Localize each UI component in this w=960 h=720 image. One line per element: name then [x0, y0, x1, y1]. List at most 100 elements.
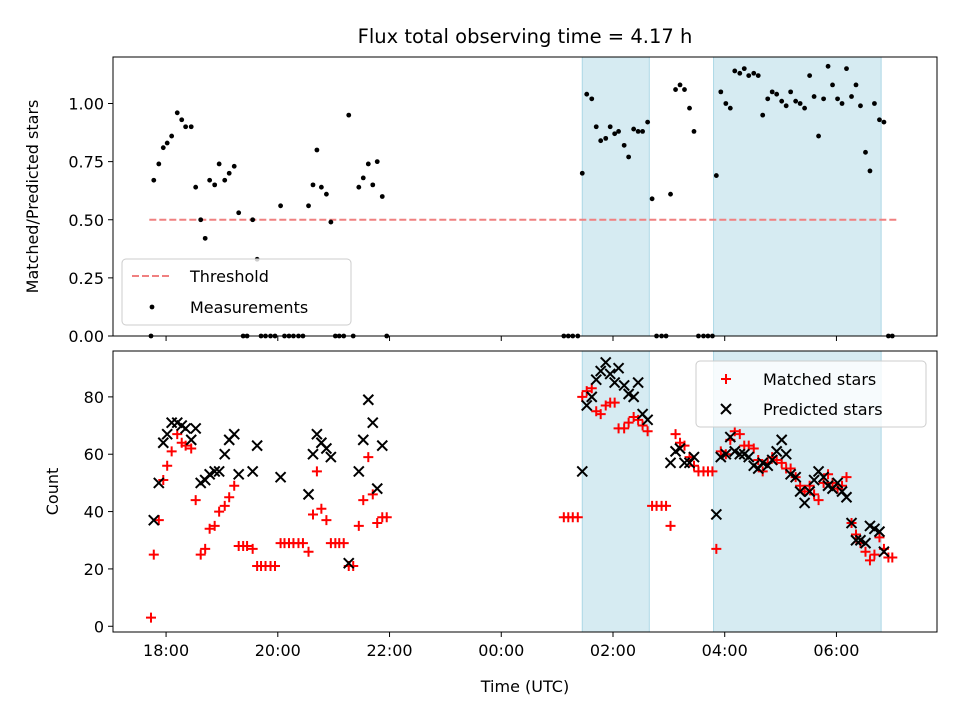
predicted-star-point [228, 428, 240, 440]
x-tick-label: 00:00 [478, 641, 524, 660]
measurement-point [797, 101, 803, 106]
predicted-star-point [594, 365, 607, 377]
measurement-point [877, 117, 882, 123]
measurement-point [816, 133, 821, 139]
predicted-star-point [845, 517, 858, 529]
measurement-point [640, 129, 645, 134]
y-tick-label: 0 [94, 617, 104, 636]
measurement-point [741, 66, 747, 72]
matched-star-point [204, 523, 215, 534]
matched-star-point [711, 543, 722, 554]
measurement-point [825, 63, 831, 69]
matched-star-point [642, 426, 653, 437]
matched-star-point [348, 561, 359, 572]
matched-star-point [581, 386, 592, 397]
measurement-point [306, 203, 311, 209]
x-tick-label: 20:00 [255, 641, 301, 660]
measurement-point [839, 101, 845, 106]
predicted-star-point [604, 368, 616, 380]
measurement-point [645, 119, 651, 125]
matched-star-point [209, 520, 220, 531]
y-tick-label: 40 [84, 503, 104, 522]
measurement-point [746, 73, 752, 78]
predicted-star-point [678, 457, 691, 469]
measurement-point [853, 82, 859, 88]
measurement-point [151, 177, 157, 183]
predicted-star-point [770, 445, 783, 458]
predicted-star-point [157, 437, 169, 449]
measurement-point [346, 112, 352, 118]
predicted-star-point [724, 431, 737, 443]
predicted-star-point [627, 391, 640, 403]
matched-star-point [860, 546, 871, 557]
measurement-point [737, 70, 743, 76]
measurement-point [783, 103, 789, 109]
matched-star-point [887, 552, 898, 563]
measurement-point [779, 98, 785, 104]
measurement-point [682, 87, 687, 92]
matched-star-point [242, 540, 253, 551]
measurement-point [360, 175, 366, 181]
measurement-point [616, 129, 621, 134]
matched-star-point [850, 529, 861, 540]
x-tick-label: 02:00 [590, 641, 636, 660]
legend-matched-label: Matched stars [763, 370, 876, 389]
measurement-point [649, 196, 655, 202]
measurement-point [379, 194, 385, 199]
measurement-point [769, 89, 775, 95]
measurement-point [821, 96, 826, 102]
predicted-star-point [612, 362, 625, 374]
measurement-point [802, 105, 808, 111]
plot-frame [112, 56, 938, 337]
matched-star-point [367, 489, 378, 500]
measurement-point [324, 191, 329, 197]
predicted-star-point [780, 448, 792, 460]
measurement-point [169, 133, 175, 139]
predicted-star-point [734, 448, 746, 460]
measurement-point [589, 96, 595, 102]
matched-star-point [303, 546, 314, 557]
predicted-star-point [219, 448, 231, 460]
measurement-point [593, 124, 599, 130]
matched-star-point [753, 454, 764, 465]
matched-star-point [679, 440, 690, 451]
matched-star-point [353, 520, 364, 531]
matched-star-point [818, 477, 829, 488]
matched-star-point [162, 460, 173, 471]
predicted-star-point [311, 428, 323, 440]
matched-star-point [757, 466, 768, 477]
matched-star-point [153, 515, 164, 526]
legend-measurements-swatch [149, 304, 155, 310]
matched-star-point [661, 500, 672, 511]
measurement-point [222, 177, 228, 183]
predicted-star-point [850, 534, 862, 546]
measurement-point [603, 135, 609, 141]
measurement-point [835, 96, 840, 102]
predicted-star-point [710, 508, 723, 521]
predicted-star-point [674, 442, 686, 455]
legend-predicted-swatch [720, 403, 732, 415]
measurement-point [635, 129, 641, 134]
measurement-point [374, 159, 380, 165]
predicted-star-point [189, 422, 202, 435]
predicted-star-point [320, 442, 333, 455]
measurement-point [607, 124, 613, 130]
matched-star-point [707, 466, 718, 477]
legend-box [121, 258, 352, 326]
measurement-point [760, 112, 766, 118]
measurement-point [863, 149, 868, 155]
measurement-point [723, 101, 729, 106]
matched-star-point [297, 538, 308, 549]
y-tick-label: 1.00 [68, 95, 104, 114]
predicted-star-point [274, 471, 287, 483]
predicted-star-point [664, 457, 677, 469]
measurement-point [727, 105, 733, 111]
measurement-point [598, 138, 604, 144]
matched-star-point [158, 475, 169, 486]
measurement-point [207, 177, 213, 183]
predicted-star-point [325, 451, 337, 463]
matched-star-point [729, 426, 740, 437]
measurement-point [849, 94, 854, 99]
observing-window-band [713, 56, 882, 337]
x-tick-label: 04:00 [702, 641, 748, 660]
